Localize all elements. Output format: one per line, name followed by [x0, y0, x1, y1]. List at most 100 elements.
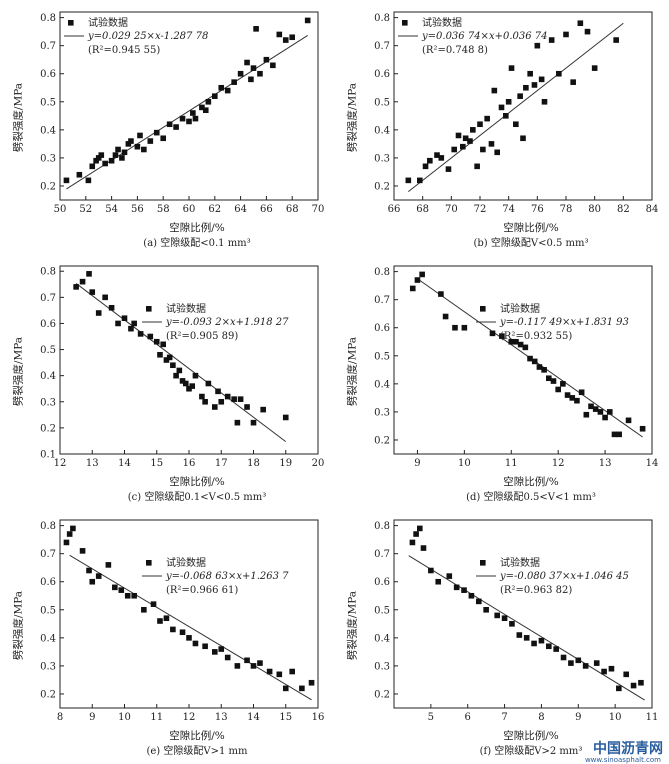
fit-line — [408, 555, 645, 701]
data-point — [141, 606, 147, 613]
data-point — [157, 351, 163, 358]
data-point — [578, 389, 585, 396]
data-point — [190, 110, 196, 116]
legend-r2: (R²=0.945 55) — [88, 45, 160, 56]
y-tick-label: 0.5 — [374, 351, 390, 362]
legend-marker — [480, 306, 486, 312]
data-point — [95, 573, 102, 579]
legend-fit-equation: y=0.029 25×x-1.287 78 — [87, 31, 208, 42]
x-tick-label: 10 — [609, 712, 622, 723]
x-axis-label: 空隙比例/% — [503, 222, 559, 234]
data-point — [509, 621, 515, 627]
x-tick-label: 70 — [312, 204, 325, 215]
legend-points-label: 试验数据 — [166, 302, 206, 315]
data-point — [212, 649, 218, 655]
data-point — [582, 663, 589, 669]
data-point — [137, 132, 143, 139]
data-point — [218, 646, 225, 652]
data-point — [494, 612, 500, 619]
data-point — [460, 143, 466, 150]
legend-points-label: 试验数据 — [88, 16, 128, 29]
data-point — [550, 378, 557, 384]
y-tick-label: 0.8 — [40, 521, 56, 532]
data-point — [108, 157, 115, 164]
data-point — [163, 357, 170, 363]
x-tick-label: 20 — [312, 458, 325, 469]
data-point — [141, 146, 147, 153]
legend-r2: (R²=0.966 61) — [166, 585, 238, 596]
data-point — [553, 646, 559, 652]
data-point — [489, 330, 496, 337]
watermark-url: www.sinoasphalt.com — [584, 756, 661, 764]
data-point — [192, 115, 199, 122]
data-point — [76, 171, 83, 178]
data-point — [124, 592, 131, 599]
y-tick-label: 0.8 — [374, 521, 390, 532]
data-point — [304, 17, 311, 24]
data-point — [508, 338, 515, 345]
x-tick-label: 72 — [474, 204, 487, 215]
data-point — [186, 118, 192, 125]
y-axis-label: 劈裂强度/MPa — [12, 590, 25, 661]
x-tick-label: 80 — [588, 204, 601, 215]
data-point — [192, 640, 199, 647]
data-point — [170, 626, 176, 633]
data-point — [630, 682, 637, 689]
data-point — [413, 531, 419, 537]
data-point — [427, 157, 433, 164]
x-tick-label: 12 — [54, 458, 67, 469]
data-point — [503, 113, 509, 119]
data-point — [455, 132, 462, 139]
chart-panel-f: 5 6 7 8 9 10 11 0.2 0.3 0.4 0.5 0.6 0.7 0.8 试验数据 y=-0.0… — [334, 508, 668, 762]
data-point — [266, 668, 273, 675]
data-point — [182, 380, 189, 387]
x-tick-label: 74 — [502, 204, 515, 215]
data-point — [250, 419, 257, 426]
data-point — [569, 395, 576, 401]
data-point — [128, 325, 134, 332]
y-tick-label: 0.6 — [40, 319, 56, 330]
y-tick-label: 0.3 — [40, 397, 56, 408]
x-tick-label: 56 — [131, 204, 144, 215]
data-point — [606, 409, 613, 415]
data-point — [527, 355, 533, 362]
y-tick-label: 0.4 — [40, 633, 56, 644]
data-point — [541, 367, 547, 373]
plot-frame — [59, 519, 319, 709]
data-point — [150, 601, 157, 607]
panel-caption: (f) 空隙级配V>2 mm³ — [479, 746, 583, 757]
data-point — [270, 62, 276, 69]
data-point — [199, 104, 205, 111]
y-tick-label: 0.2 — [374, 181, 390, 192]
x-tick-label: 62 — [208, 204, 221, 215]
data-point — [461, 587, 467, 593]
data-point — [102, 160, 108, 167]
y-tick-label: 0.7 — [40, 549, 56, 560]
data-point — [438, 155, 445, 161]
data-point — [616, 685, 622, 692]
data-point — [289, 668, 295, 675]
data-point — [128, 138, 134, 144]
data-point — [531, 358, 538, 365]
data-point — [93, 157, 99, 164]
data-point — [166, 354, 173, 361]
data-point — [192, 372, 199, 379]
x-tick-label: 6 — [465, 712, 471, 723]
x-axis-label: 空隙比例/% — [169, 476, 225, 488]
y-tick-label: 0.6 — [374, 577, 390, 588]
data-point — [244, 59, 250, 66]
data-point — [289, 34, 295, 41]
data-point — [608, 665, 615, 672]
data-point — [112, 584, 118, 591]
data-point — [523, 635, 530, 641]
data-point — [163, 615, 170, 622]
data-point — [601, 668, 607, 675]
data-point — [248, 76, 254, 83]
data-point — [66, 531, 73, 537]
data-point — [517, 93, 523, 99]
data-point — [86, 271, 92, 277]
data-point — [522, 344, 529, 351]
legend-r2: (R²=0.905 89) — [166, 331, 238, 342]
x-tick-label: 10 — [458, 458, 471, 469]
legend-points-label: 试验数据 — [422, 16, 462, 29]
